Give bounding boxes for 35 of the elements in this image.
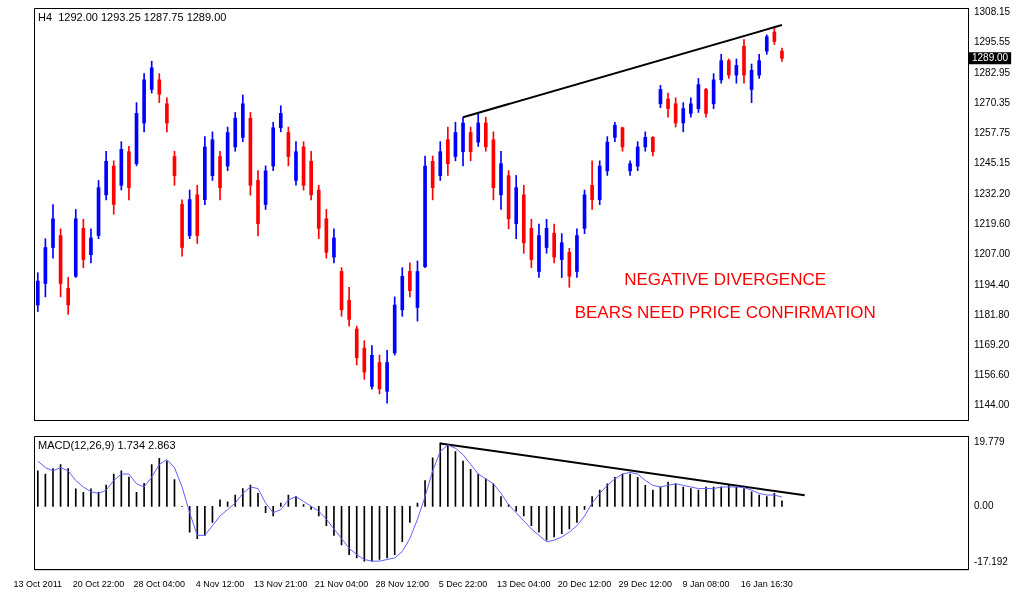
y-tick-label: 1270.35 (974, 96, 1011, 108)
x-tick-label: 29 Dec 12:00 (618, 579, 673, 590)
chart-title: H4 1292.00 1293.25 1287.75 1289.00 (38, 10, 227, 23)
annotation: BEARS NEED PRICE CONFIRMATION (574, 302, 876, 322)
y-tick-label: 1282.95 (974, 66, 1011, 78)
x-tick-label: 28 Oct 04:00 (133, 579, 186, 590)
x-tick-label: 5 Dec 22:00 (438, 579, 488, 590)
x-tick-label: 20 Dec 12:00 (557, 579, 612, 590)
y-tick-label: 1308.15 (974, 6, 1011, 18)
y-tick-label: 1156.60 (974, 369, 1010, 381)
x-tick-label: 16 Jan 16:30 (740, 579, 793, 590)
y-tick-label: 1144.00 (974, 399, 1010, 411)
x-tick-label: 4 Nov 12:00 (195, 579, 245, 590)
y-tick-label: -17.192 (974, 555, 1009, 567)
x-tick-label: 9 Jan 08:00 (682, 579, 730, 590)
x-tick-label: 20 Oct 22:00 (72, 579, 125, 590)
text: 1289.00 (972, 52, 1009, 64)
x-tick-label: 28 Nov 12:00 (375, 579, 430, 590)
y-tick-label: 1232.20 (974, 188, 1011, 200)
x-tick-label: 13 Dec 04:00 (497, 579, 551, 590)
y-tick-label: 19.779 (974, 436, 1006, 448)
y-tick-label: 1181.80 (974, 308, 1010, 320)
x-tick-label: 13 Nov 21:00 (254, 579, 308, 590)
x-tick-label: 13 Oct 2011 (13, 579, 62, 590)
chart-title: MACD(12,26,9) 1.734 2.863 (38, 438, 176, 451)
y-tick-label: 1257.75 (974, 126, 1011, 138)
y-tick-label: 1295.55 (974, 36, 1011, 48)
y-tick-label: 1219.60 (974, 218, 1011, 230)
y-tick-label: 1207.00 (974, 248, 1011, 260)
x-tick-label: 21 Nov 04:00 (314, 579, 369, 590)
y-tick-label: 0.00 (974, 500, 994, 512)
annotation: NEGATIVE DIVERGENCE (624, 269, 827, 289)
y-tick-label: 1245.15 (974, 157, 1011, 169)
y-tick-label: 1194.40 (974, 278, 1010, 290)
y-tick-label: 1169.20 (974, 339, 1010, 351)
